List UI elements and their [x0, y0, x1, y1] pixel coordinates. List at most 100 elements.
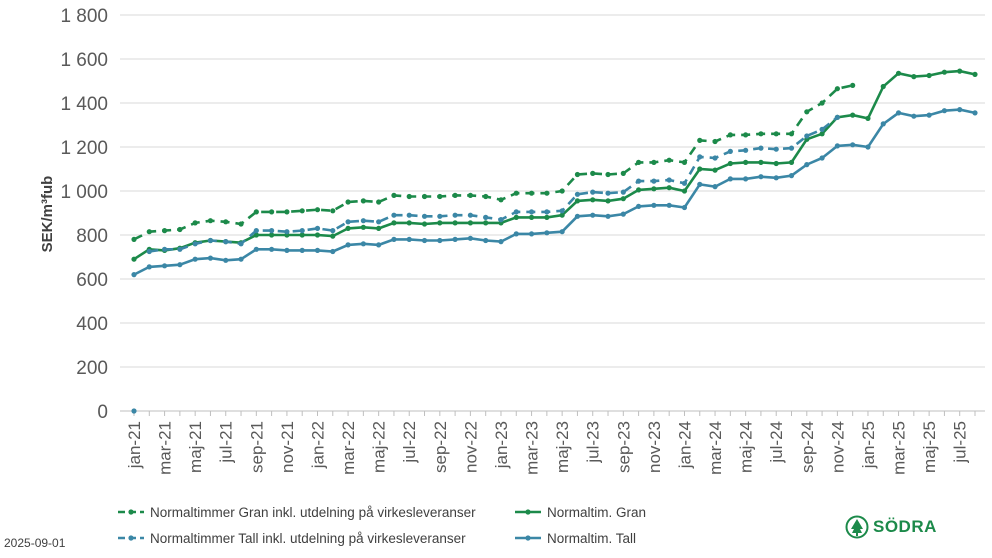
y-tick-label: 600 — [76, 270, 108, 291]
data-point — [804, 162, 810, 168]
data-point — [666, 157, 672, 163]
data-point — [406, 212, 412, 218]
data-point — [544, 190, 550, 196]
data-point — [651, 186, 657, 192]
data-point — [452, 236, 458, 242]
data-point — [513, 214, 519, 220]
data-point — [712, 155, 718, 161]
data-point — [773, 160, 779, 167]
data-point — [528, 231, 535, 237]
series-3 — [131, 114, 840, 414]
data-point — [483, 193, 489, 200]
data-point — [528, 190, 535, 196]
legend-item: Normaltim. Gran — [515, 505, 646, 520]
x-tick-label: jul-21 — [217, 421, 236, 464]
data-point — [314, 247, 321, 253]
data-point — [972, 110, 978, 116]
data-point — [651, 159, 657, 165]
logo-text: SÖDRA — [873, 517, 937, 536]
data-point — [743, 147, 749, 153]
y-tick-label: 400 — [76, 314, 108, 335]
data-point — [437, 237, 443, 244]
data-point — [391, 192, 397, 198]
series-line — [149, 116, 839, 253]
data-point — [528, 209, 535, 215]
data-point — [360, 241, 366, 247]
data-point — [345, 225, 351, 231]
data-point — [559, 229, 565, 235]
data-point — [314, 225, 321, 231]
data-point — [758, 159, 764, 165]
data-point — [544, 209, 550, 215]
data-point — [131, 256, 137, 262]
data-point — [727, 160, 733, 167]
legend-label: Normaltimmer Gran inkl. utdelning på vir… — [150, 505, 476, 520]
data-point — [483, 220, 489, 226]
x-axis: jan-21 mar-21 maj-21 jul-21 sep-21 nov-21 jan-… — [120, 410, 985, 475]
data-point — [636, 159, 642, 165]
data-point — [834, 114, 840, 120]
data-point — [957, 68, 963, 74]
data-point — [284, 229, 290, 235]
data-point — [314, 207, 321, 213]
y-axis-ticks: 0 200 400 600 800 1 000 1 200 1 400 1 600 1 800 — [60, 6, 108, 423]
data-point — [681, 204, 688, 211]
y-tick-label: 0 — [97, 402, 108, 423]
legend-marker — [525, 509, 531, 515]
data-point — [666, 185, 672, 191]
data-point — [865, 144, 871, 150]
x-tick-label: jul-23 — [584, 421, 603, 464]
data-point — [681, 188, 688, 194]
y-tick-label: 1 800 — [60, 6, 108, 27]
data-point — [605, 198, 611, 204]
data-point — [177, 262, 183, 268]
data-point — [161, 246, 168, 252]
y-tick-label: 1 000 — [60, 182, 108, 203]
data-point — [253, 246, 259, 252]
data-point — [360, 218, 366, 224]
data-point — [788, 173, 795, 179]
data-point — [345, 242, 351, 248]
sodra-logo: SÖDRA — [845, 515, 937, 539]
data-point — [192, 256, 198, 262]
data-point — [498, 239, 504, 245]
data-point — [834, 86, 840, 92]
data-point — [926, 72, 932, 79]
x-tick-label: nov-24 — [828, 421, 847, 473]
y-tick-label: 1 400 — [60, 94, 108, 115]
data-point — [207, 218, 214, 224]
data-point — [651, 178, 657, 184]
legend-item: Normaltimmer Gran inkl. utdelning på vir… — [118, 505, 476, 520]
data-point — [727, 176, 733, 182]
data-point — [299, 247, 305, 253]
data-point — [697, 137, 703, 143]
data-point — [681, 159, 688, 165]
legend-marker — [525, 535, 531, 541]
x-tick-label: mar-22 — [339, 421, 358, 475]
data-point — [360, 224, 366, 230]
data-point — [895, 70, 902, 76]
data-point — [161, 228, 168, 234]
data-point — [284, 247, 290, 253]
data-point — [804, 109, 810, 115]
data-point — [574, 198, 581, 204]
x-tick-label: maj-24 — [737, 421, 756, 473]
data-point — [437, 220, 443, 226]
legend-label: Normaltimmer Tall inkl. utdelning på vir… — [150, 531, 466, 546]
data-point — [299, 208, 305, 214]
y-tick-label: 800 — [76, 226, 108, 247]
x-tick-label: sep-24 — [798, 421, 817, 473]
x-tick-label: maj-22 — [370, 421, 389, 473]
data-point — [926, 112, 932, 118]
report-date: 2025-09-01 — [4, 536, 66, 550]
data-point — [727, 148, 733, 154]
y-tick-label: 1 200 — [60, 138, 108, 159]
data-point — [483, 214, 489, 220]
data-point — [712, 184, 718, 190]
data-point — [880, 121, 886, 127]
x-tick-label: mar-21 — [156, 421, 175, 475]
data-point — [773, 175, 779, 181]
data-point — [636, 178, 642, 184]
data-point — [376, 219, 382, 225]
